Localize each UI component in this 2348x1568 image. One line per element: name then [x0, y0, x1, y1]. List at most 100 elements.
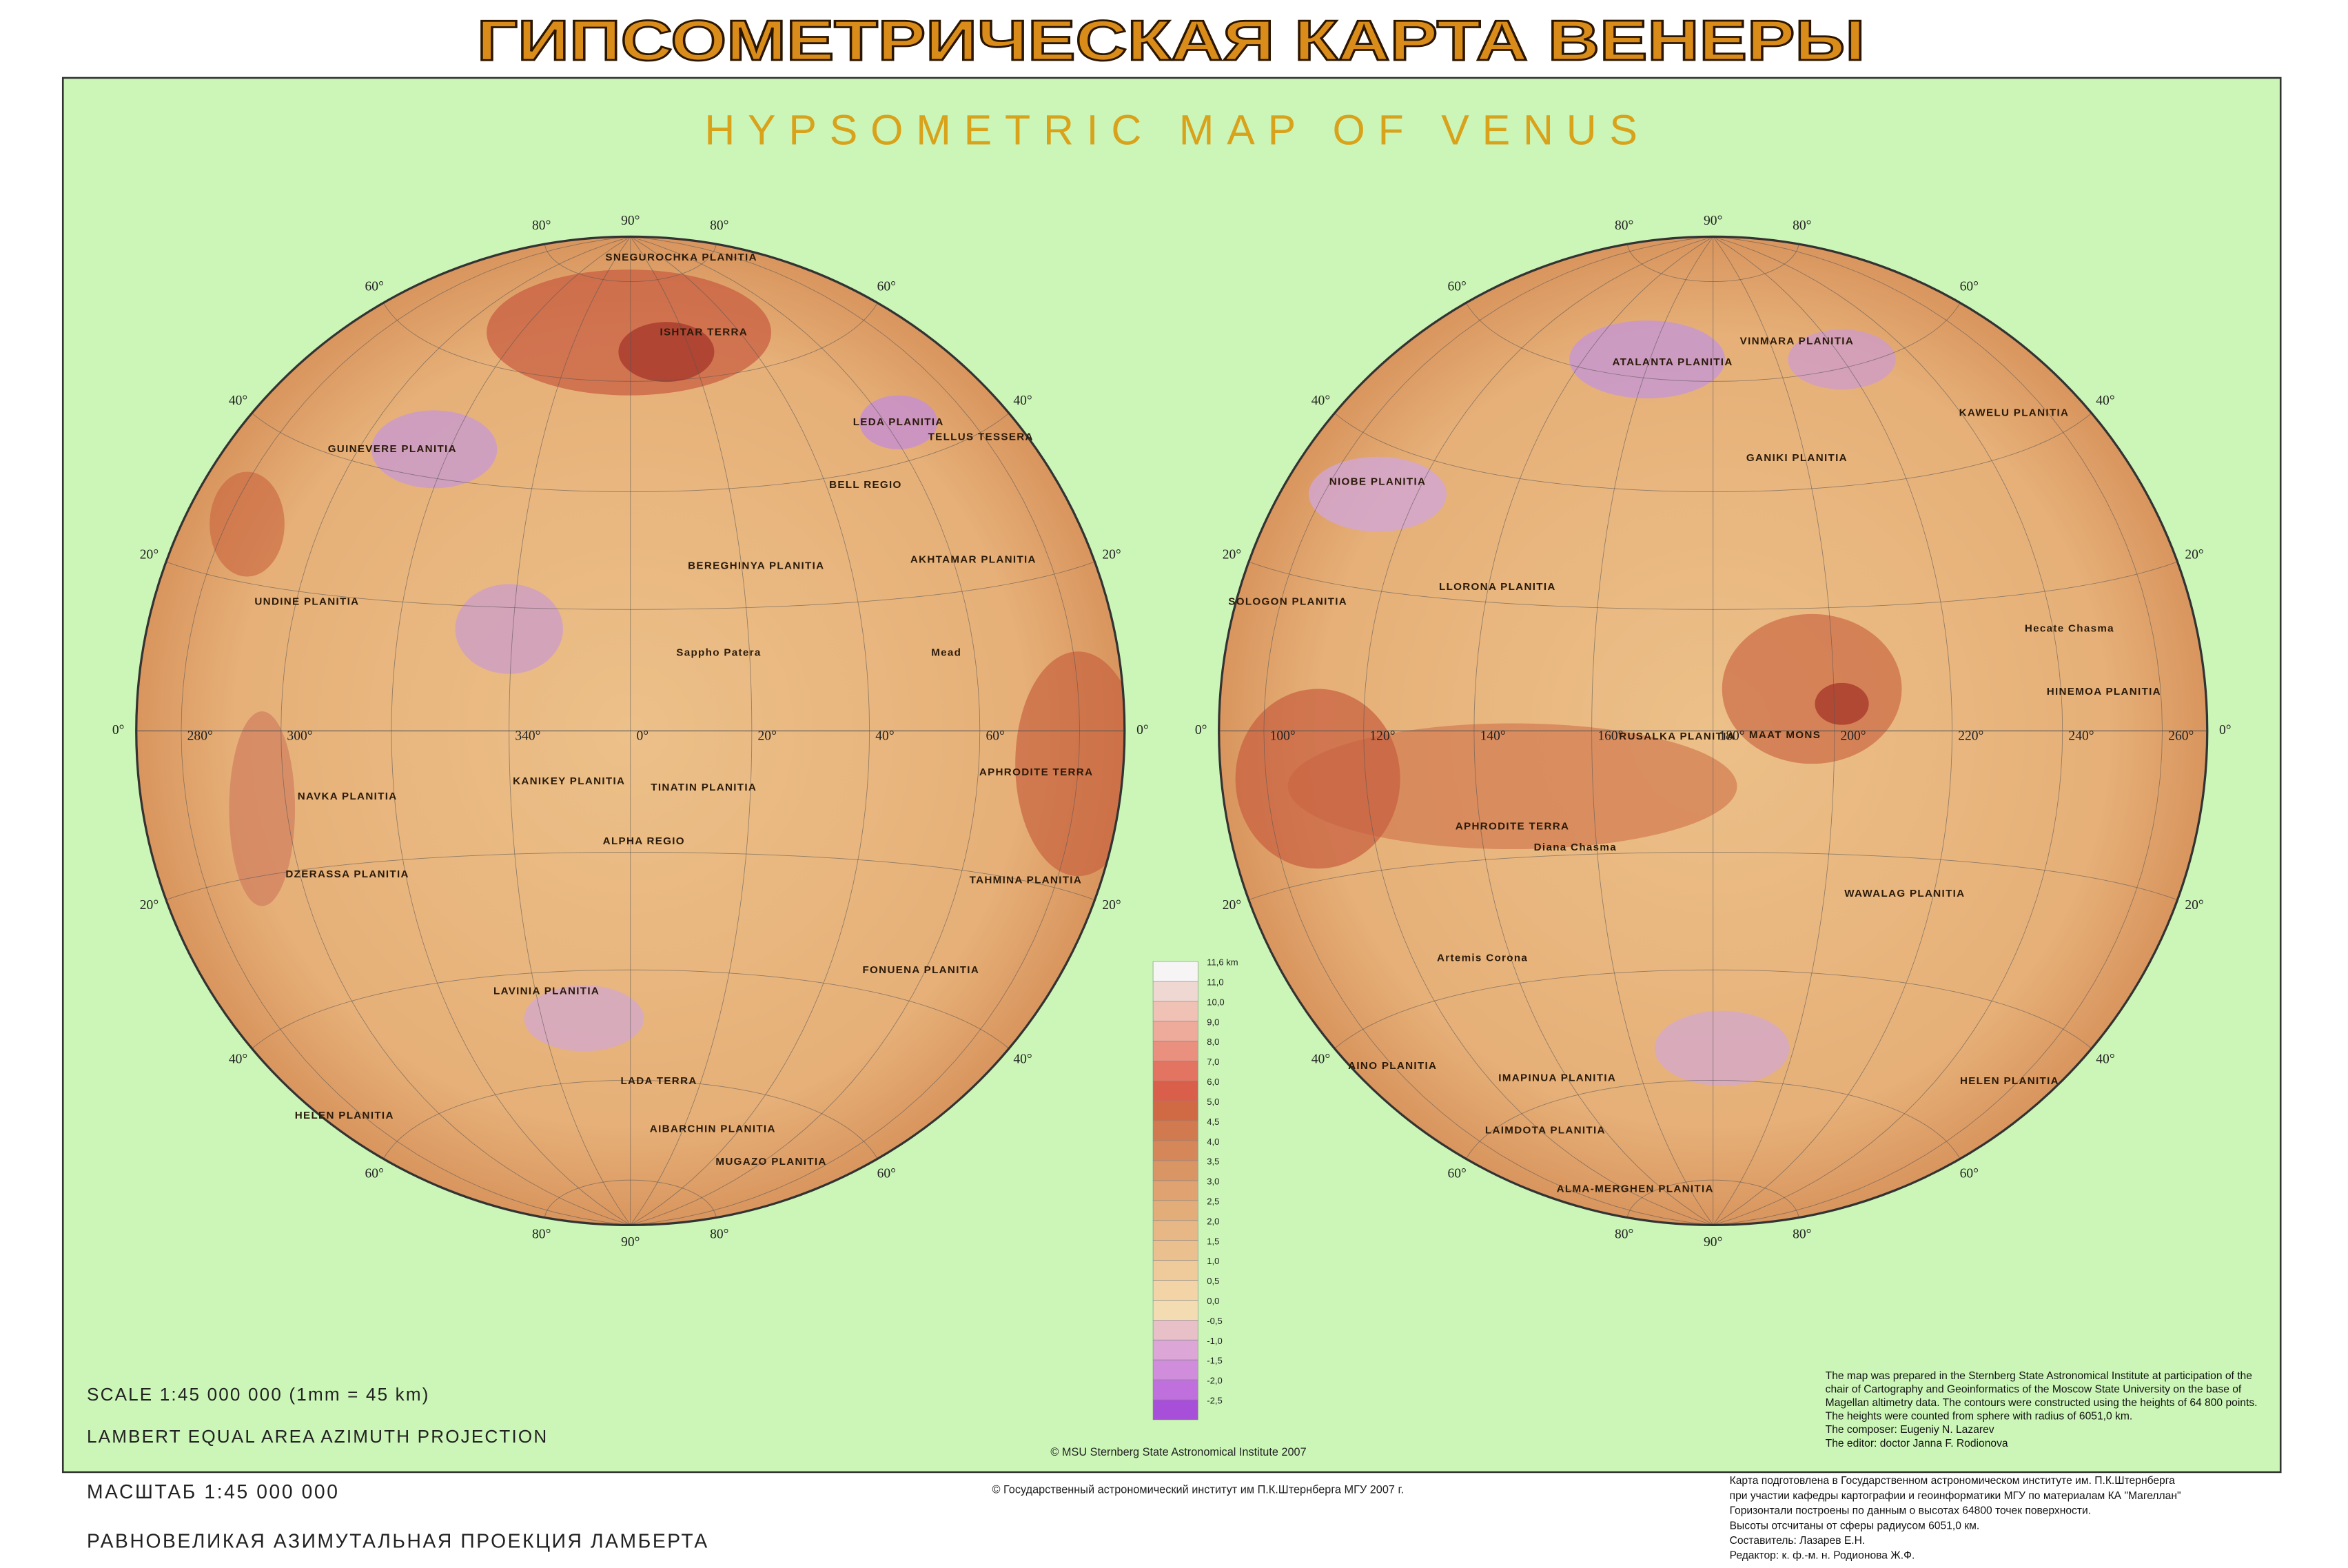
legend-swatch — [1152, 1001, 1198, 1022]
place-name: APHRODITE TERRA — [1456, 820, 1570, 832]
latitude-label: 80° — [532, 218, 551, 233]
legend-label: -1,5 — [1207, 1356, 1222, 1366]
place-name: SNEGUROCHKA PLANITIA — [605, 252, 757, 263]
legend-label: 11,6 km — [1207, 957, 1238, 968]
place-name: TAHMINA PLANITIA — [970, 875, 1082, 886]
place-name: APHRODITE TERRA — [979, 766, 1094, 778]
longitude-label: 240° — [2068, 729, 2094, 744]
longitude-label: 220° — [1958, 729, 1983, 744]
legend-label: 6,0 — [1207, 1077, 1219, 1087]
legend-swatch — [1152, 1399, 1198, 1421]
legend-label: 0,0 — [1207, 1296, 1219, 1306]
latitude-label: 60° — [1447, 1166, 1466, 1181]
place-name: Hecate Chasma — [2025, 623, 2114, 635]
note-en: The composer: Eugeniy N. Lazarev — [1826, 1424, 1994, 1436]
legend-label: -1,0 — [1207, 1336, 1222, 1346]
legend-label: -2,5 — [1207, 1396, 1222, 1406]
latitude-label: 40° — [229, 1052, 247, 1067]
legend-swatch — [1152, 1041, 1198, 1061]
place-name: WAWALAG PLANITIA — [1844, 888, 1965, 899]
place-name: LAIMDOTA PLANITIA — [1485, 1125, 1606, 1137]
note-en: chair of Cartography and Geoinformatics … — [1826, 1384, 2242, 1396]
longitude-label: 300° — [287, 729, 312, 744]
projection-ru: РАВНОВЕЛИКАЯ АЗИМУТАЛЬНАЯ ПРОЕКЦИЯ ЛАМБЕ… — [87, 1529, 709, 1551]
place-name: AIBARCHIN PLANITIA — [650, 1123, 776, 1134]
latitude-label: 80° — [710, 1228, 728, 1242]
legend-swatch — [1152, 1260, 1198, 1281]
latitude-label: 60° — [365, 279, 384, 294]
legend-swatch — [1152, 961, 1198, 982]
longitude-label: 140° — [1480, 729, 1506, 744]
graticule — [630, 236, 753, 1225]
note-ru: при участии кафедры картографии и геоинф… — [1730, 1490, 2181, 1502]
place-name: Artemis Corona — [1437, 953, 1528, 964]
legend-swatch — [1152, 1160, 1198, 1181]
legend-swatch — [1152, 1021, 1198, 1041]
note-en: The map was prepared in the Sternberg St… — [1826, 1370, 2252, 1382]
place-name: ALPHA REGIO — [603, 835, 685, 847]
note-ru: Редактор: к. ф.-м. н. Родионова Ж.Ф. — [1730, 1550, 1915, 1562]
legend-label: 1,5 — [1207, 1236, 1219, 1246]
scale-ru: МАСШТАБ 1:45 000 000 — [87, 1480, 340, 1503]
pole-label: 90° — [621, 214, 640, 228]
longitude-label: 60° — [986, 729, 1004, 744]
latitude-label: 60° — [877, 1166, 896, 1181]
place-name: BEREGHINYA PLANITIA — [688, 560, 824, 571]
legend-label: 2,0 — [1207, 1216, 1219, 1226]
place-name: GUINEVERE PLANITIA — [328, 443, 457, 455]
legend-swatch — [1152, 1359, 1198, 1381]
longitude-label: 280° — [187, 729, 213, 744]
legend-label: 5,0 — [1207, 1097, 1219, 1107]
place-name: NAVKA PLANITIA — [298, 791, 398, 802]
longitude-label: 160° — [1597, 729, 1623, 744]
latitude-label: 20° — [140, 548, 159, 562]
legend-label: 0,5 — [1207, 1276, 1219, 1286]
latitude-label: 20° — [1223, 548, 1241, 562]
latitude-label: 80° — [1615, 218, 1633, 233]
longitude-label: 20° — [758, 729, 777, 744]
place-name: RUSALKA PLANITIA — [1619, 731, 1735, 742]
longitude-label: 120° — [1369, 729, 1395, 744]
legend-swatch — [1152, 1081, 1198, 1101]
legend-swatch — [1152, 1320, 1198, 1341]
latitude-label: 20° — [2185, 898, 2203, 913]
legend-swatch — [1152, 1200, 1198, 1221]
place-name: LAVINIA PLANITIA — [493, 985, 600, 997]
place-name: Mead — [931, 646, 961, 658]
legend-swatch — [1152, 1280, 1198, 1301]
legend-label: 8,0 — [1207, 1037, 1219, 1047]
graticule — [391, 236, 631, 1225]
legend-swatch — [1152, 1140, 1198, 1161]
copyright-ru: © Государственный астрономический инстит… — [992, 1483, 1404, 1496]
place-name: BELL REGIO — [829, 479, 902, 491]
note-ru: Горизонтали построены по данным о высота… — [1730, 1505, 2091, 1517]
latitude-label: 20° — [2185, 548, 2203, 562]
legend-label: 3,0 — [1207, 1177, 1219, 1187]
legend-label: 4,5 — [1207, 1117, 1219, 1127]
graticule — [181, 236, 631, 1225]
latitude-label: 40° — [1013, 394, 1032, 408]
legend-label: -2,0 — [1207, 1376, 1222, 1386]
place-name: NIOBE PLANITIA — [1329, 476, 1427, 488]
copyright-en: © MSU Sternberg State Astronomical Insti… — [1050, 1446, 1306, 1458]
place-name: VINMARA PLANITIA — [1740, 335, 1854, 347]
longitude-label: 340° — [515, 729, 540, 744]
graticule — [630, 236, 981, 1225]
place-name: ISHTAR TERRA — [660, 326, 748, 338]
place-name: SOLOGON PLANITIA — [1228, 596, 1347, 608]
pole-label: 90° — [621, 1235, 640, 1250]
legend-swatch — [1152, 1061, 1198, 1081]
place-name: HELEN PLANITIA — [295, 1110, 394, 1121]
legend-label: 4,0 — [1207, 1137, 1219, 1147]
latitude-label: 40° — [1311, 1052, 1330, 1067]
longitude-label: 180° — [1719, 729, 1744, 744]
latitude-label: 40° — [229, 394, 247, 408]
graticule — [1473, 236, 1713, 1225]
note-en: The heights were counted from sphere wit… — [1826, 1411, 2133, 1423]
legend-swatch — [1152, 1240, 1198, 1261]
place-name: HELEN PLANITIA — [1960, 1075, 2059, 1087]
hemisphere-rim — [1218, 235, 2209, 1227]
place-name: TINATIN PLANITIA — [651, 782, 757, 793]
graticule — [1713, 236, 1952, 1225]
